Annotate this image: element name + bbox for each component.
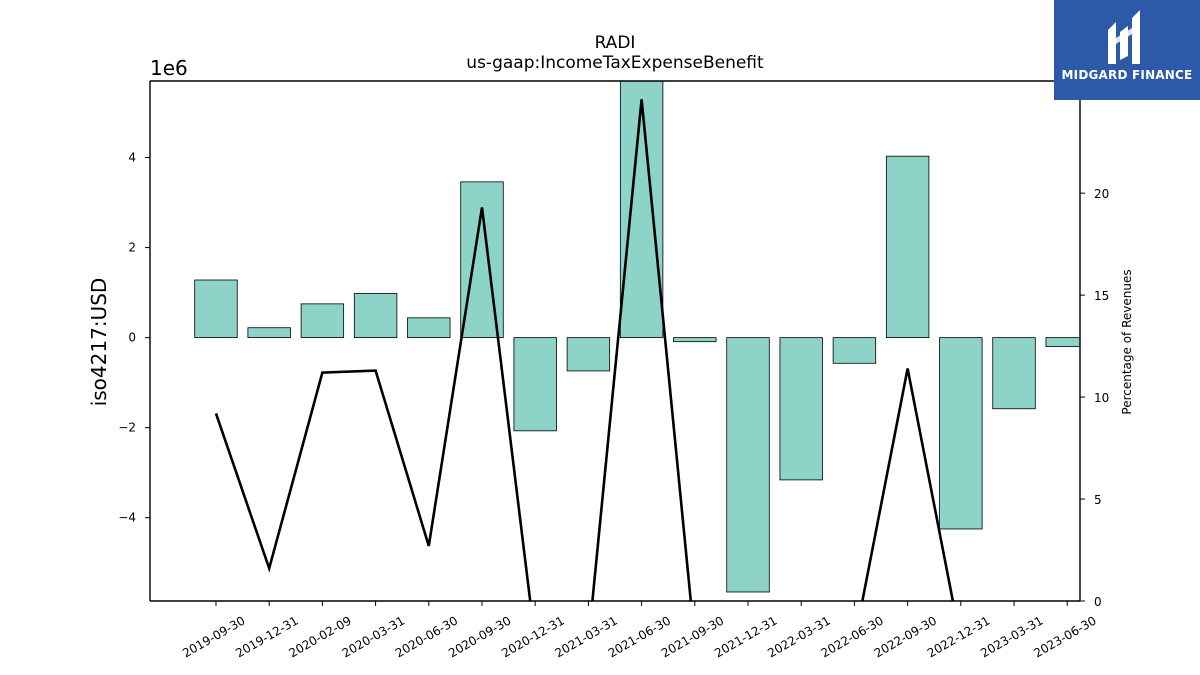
bar-2021-06-30 [619, 81, 664, 339]
chart-subtitle: us-gaap:IncomeTaxExpenseBenefit [466, 53, 764, 73]
y-tick-label: 4 [128, 151, 136, 165]
bar-2021-03-31 [566, 337, 611, 372]
bar-2021-12-31 [726, 337, 770, 593]
y-tick-label: 0 [128, 331, 136, 345]
y2-tick-label: 10 [1094, 391, 1109, 405]
y-tick-label: −2 [118, 421, 136, 435]
bar-series [194, 81, 1080, 593]
y-axis-label: iso4217:USD [87, 278, 111, 407]
brand-logo: MIDGARD FINANCE [1054, 0, 1200, 100]
bar-2021-09-30 [673, 337, 717, 343]
bar-2020-12-31 [513, 337, 557, 432]
bar-2022-06-30 [832, 337, 877, 364]
bar-2020-02-09 [300, 303, 345, 339]
y2-tick-label: 5 [1094, 493, 1102, 507]
bar-2020-03-31 [353, 293, 398, 339]
bar-2022-09-30 [885, 155, 930, 339]
y-offset-label: 1e6 [150, 56, 188, 80]
logo-mark-icon [1108, 10, 1140, 64]
y2-tick-label: 15 [1094, 289, 1109, 303]
bar-2023-03-31 [992, 337, 1036, 410]
y-tick-label: 2 [128, 241, 136, 255]
bar-2022-12-31 [939, 337, 983, 530]
line-series [214, 99, 955, 601]
line-segment-0 [214, 99, 693, 601]
bar-2019-09-30 [194, 279, 238, 339]
y2-tick-label: 20 [1094, 187, 1109, 201]
y2-tick-label: 0 [1094, 595, 1102, 609]
bar-2022-03-31 [779, 337, 823, 481]
logo-text: MIDGARD FINANCE [1061, 68, 1193, 82]
bar-2020-09-30 [460, 181, 504, 339]
y-tick-label: −4 [118, 511, 136, 525]
chart-title: RADI [595, 33, 636, 53]
y2-axis-label: Percentage of Revenues [1120, 269, 1134, 414]
bar-2020-06-30 [407, 317, 451, 339]
line-segment-1 [861, 368, 955, 601]
bar-2019-12-31 [247, 327, 291, 339]
bar-2023-06-30 [1045, 337, 1080, 348]
